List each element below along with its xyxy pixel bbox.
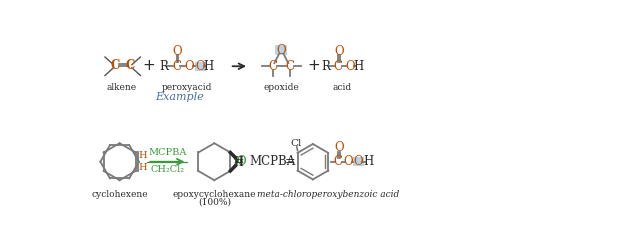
- FancyBboxPatch shape: [353, 157, 364, 166]
- Text: O: O: [334, 45, 344, 58]
- Text: C: C: [125, 59, 135, 72]
- Text: H: H: [233, 159, 243, 168]
- Text: C: C: [172, 60, 181, 73]
- Text: +: +: [142, 58, 155, 73]
- Text: H: H: [353, 60, 363, 73]
- Text: H: H: [139, 163, 147, 172]
- Text: C: C: [285, 60, 295, 73]
- Text: H: H: [204, 60, 214, 73]
- Text: MCPBA: MCPBA: [148, 148, 187, 157]
- Text: epoxycyclohexane: epoxycyclohexane: [173, 190, 256, 199]
- Text: Cl: Cl: [290, 139, 301, 148]
- Text: H: H: [363, 155, 373, 168]
- Text: epoxide: epoxide: [263, 82, 299, 92]
- Text: O: O: [276, 44, 286, 57]
- Text: C: C: [110, 59, 120, 72]
- Text: alkene: alkene: [107, 82, 137, 92]
- Text: C: C: [268, 60, 277, 73]
- Text: (100%): (100%): [198, 198, 231, 207]
- FancyBboxPatch shape: [275, 45, 288, 55]
- Text: C: C: [334, 60, 343, 73]
- Text: +: +: [307, 58, 320, 73]
- Text: O: O: [236, 155, 246, 168]
- Text: acid: acid: [333, 82, 352, 92]
- Text: C: C: [334, 155, 343, 168]
- FancyBboxPatch shape: [195, 62, 206, 71]
- Text: R: R: [321, 60, 330, 73]
- Text: =: =: [285, 155, 295, 168]
- Text: O: O: [345, 60, 354, 73]
- Text: O: O: [334, 141, 344, 154]
- Text: O: O: [196, 60, 205, 73]
- Text: O: O: [173, 45, 182, 58]
- Text: CH₂Cl₂: CH₂Cl₂: [150, 165, 184, 174]
- Text: O: O: [353, 155, 363, 168]
- Text: cyclohexene: cyclohexene: [91, 190, 148, 199]
- Text: R: R: [160, 60, 168, 73]
- Text: peroxyacid: peroxyacid: [162, 82, 212, 92]
- Text: H: H: [139, 151, 147, 160]
- Text: H: H: [233, 156, 243, 165]
- Text: Example: Example: [155, 92, 204, 102]
- Text: meta-chloroperoxybenzoic acid: meta-chloroperoxybenzoic acid: [257, 190, 399, 199]
- Text: O: O: [343, 155, 353, 168]
- Text: MCPBA: MCPBA: [250, 155, 296, 168]
- Text: O: O: [184, 60, 193, 73]
